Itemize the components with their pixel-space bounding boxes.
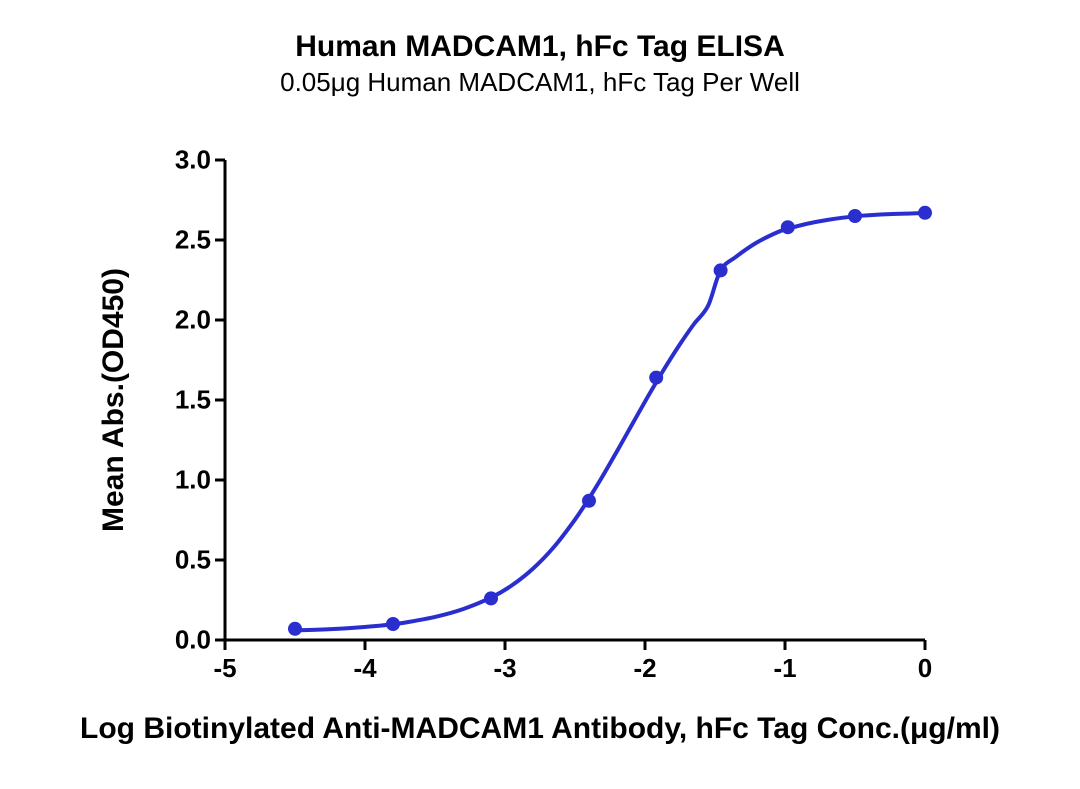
y-tick-label: 0.5: [0, 545, 211, 576]
chart-subtitle: 0.05μg Human MADCAM1, hFc Tag Per Well: [0, 66, 1080, 100]
y-tick-label: 1.0: [0, 465, 211, 496]
x-tick-label: -1: [745, 653, 825, 684]
chart-title: Human MADCAM1, hFc Tag ELISA: [0, 28, 1080, 66]
data-point: [714, 263, 728, 277]
page: Human MADCAM1, hFc Tag ELISA 0.05μg Huma…: [0, 0, 1080, 789]
data-point: [918, 206, 932, 220]
data-point: [484, 591, 498, 605]
x-tick-label: 0: [885, 653, 965, 684]
chart-titles: Human MADCAM1, hFc Tag ELISA 0.05μg Huma…: [0, 28, 1080, 99]
fit-curve: [295, 213, 925, 630]
y-tick-label: 2.5: [0, 225, 211, 256]
chart-svg: [225, 160, 925, 640]
y-tick-label: 1.5: [0, 385, 211, 416]
x-tick-label: -3: [465, 653, 545, 684]
data-point: [848, 209, 862, 223]
data-point: [288, 622, 302, 636]
y-tick-label: 2.0: [0, 305, 211, 336]
plot-area: [225, 160, 925, 640]
data-point: [781, 220, 795, 234]
data-point: [386, 617, 400, 631]
data-point: [582, 494, 596, 508]
y-tick-label: 3.0: [0, 145, 211, 176]
data-point: [649, 371, 663, 385]
y-tick-label: 0.0: [0, 625, 211, 656]
x-tick-label: -2: [605, 653, 685, 684]
x-tick-label: -5: [185, 653, 265, 684]
x-tick-label: -4: [325, 653, 405, 684]
x-axis-label: Log Biotinylated Anti-MADCAM1 Antibody, …: [0, 712, 1080, 746]
